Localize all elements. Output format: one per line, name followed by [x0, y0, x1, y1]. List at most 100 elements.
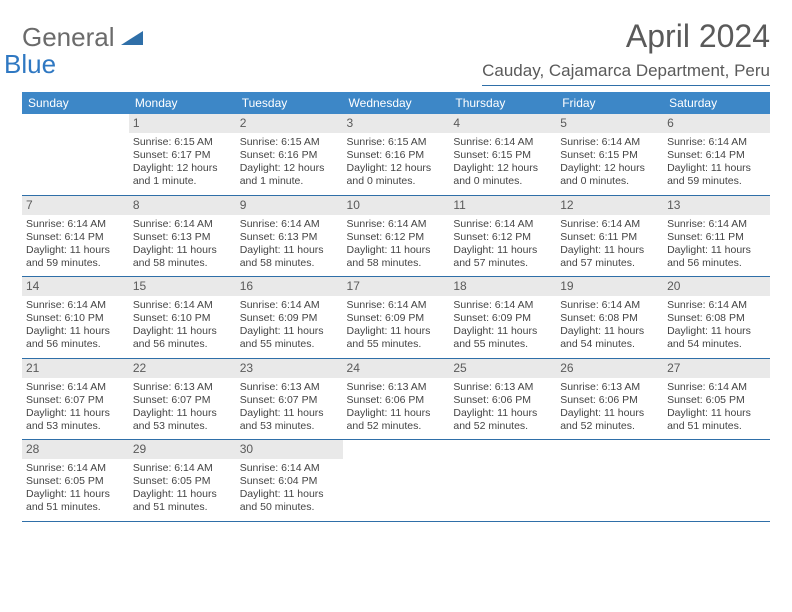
calendar-day-cell: 1Sunrise: 6:15 AMSunset: 6:17 PMDaylight… [129, 114, 236, 195]
logo-text-2: Blue [4, 53, 143, 76]
sunrise-line: Sunrise: 6:13 AM [560, 381, 659, 394]
day-number: 29 [129, 440, 236, 459]
daylight-line: Daylight: 11 hours [133, 244, 232, 257]
calendar-day-cell: 15Sunrise: 6:14 AMSunset: 6:10 PMDayligh… [129, 277, 236, 359]
sunrise-line: Sunrise: 6:13 AM [240, 381, 339, 394]
sunrise-line: Sunrise: 6:14 AM [26, 299, 125, 312]
day-header: Friday [556, 92, 663, 114]
day-number: 12 [556, 196, 663, 215]
calendar-day-cell: 25Sunrise: 6:13 AMSunset: 6:06 PMDayligh… [449, 358, 556, 440]
calendar-day-cell: 12Sunrise: 6:14 AMSunset: 6:11 PMDayligh… [556, 195, 663, 277]
daylight-line: and 57 minutes. [453, 257, 552, 270]
sunrise-line: Sunrise: 6:13 AM [347, 381, 446, 394]
logo-text-1: General [22, 22, 115, 52]
daylight-line: and 0 minutes. [347, 175, 446, 188]
day-details: Sunrise: 6:14 AMSunset: 6:09 PMDaylight:… [343, 296, 450, 358]
sunrise-line: Sunrise: 6:14 AM [667, 136, 766, 149]
daylight-line: Daylight: 11 hours [667, 325, 766, 338]
daylight-line: Daylight: 11 hours [133, 407, 232, 420]
sunrise-line: Sunrise: 6:14 AM [453, 218, 552, 231]
day-number: 7 [22, 196, 129, 215]
day-number: 2 [236, 114, 343, 133]
day-number: 22 [129, 359, 236, 378]
daylight-line: Daylight: 11 hours [453, 325, 552, 338]
calendar-day-cell: 26Sunrise: 6:13 AMSunset: 6:06 PMDayligh… [556, 358, 663, 440]
calendar-week-row: ..1Sunrise: 6:15 AMSunset: 6:17 PMDaylig… [22, 114, 770, 195]
calendar-week-row: 7Sunrise: 6:14 AMSunset: 6:14 PMDaylight… [22, 195, 770, 277]
day-header: Sunday [22, 92, 129, 114]
calendar-day-cell: .. [449, 440, 556, 522]
daylight-line: and 1 minute. [240, 175, 339, 188]
day-details: Sunrise: 6:14 AMSunset: 6:05 PMDaylight:… [663, 378, 770, 440]
daylight-line: Daylight: 12 hours [240, 162, 339, 175]
calendar-day-cell: 13Sunrise: 6:14 AMSunset: 6:11 PMDayligh… [663, 195, 770, 277]
sunrise-line: Sunrise: 6:15 AM [240, 136, 339, 149]
day-details: Sunrise: 6:14 AMSunset: 6:05 PMDaylight:… [22, 459, 129, 521]
sunrise-line: Sunrise: 6:14 AM [347, 299, 446, 312]
day-details: Sunrise: 6:14 AMSunset: 6:13 PMDaylight:… [129, 215, 236, 277]
daylight-line: and 50 minutes. [240, 501, 339, 514]
sunrise-line: Sunrise: 6:14 AM [667, 299, 766, 312]
calendar-day-cell: 30Sunrise: 6:14 AMSunset: 6:04 PMDayligh… [236, 440, 343, 522]
sunset-line: Sunset: 6:12 PM [453, 231, 552, 244]
day-number: 24 [343, 359, 450, 378]
daylight-line: Daylight: 11 hours [560, 244, 659, 257]
sunset-line: Sunset: 6:14 PM [667, 149, 766, 162]
sunrise-line: Sunrise: 6:15 AM [133, 136, 232, 149]
day-details: Sunrise: 6:14 AMSunset: 6:09 PMDaylight:… [449, 296, 556, 358]
sunrise-line: Sunrise: 6:14 AM [560, 299, 659, 312]
sunrise-line: Sunrise: 6:14 AM [667, 218, 766, 231]
calendar-day-cell: .. [22, 114, 129, 195]
sunset-line: Sunset: 6:12 PM [347, 231, 446, 244]
calendar-body: ..1Sunrise: 6:15 AMSunset: 6:17 PMDaylig… [22, 114, 770, 521]
calendar-day-cell: 10Sunrise: 6:14 AMSunset: 6:12 PMDayligh… [343, 195, 450, 277]
day-header-row: SundayMondayTuesdayWednesdayThursdayFrid… [22, 92, 770, 114]
day-number: 5 [556, 114, 663, 133]
day-number: 18 [449, 277, 556, 296]
day-details: Sunrise: 6:14 AMSunset: 6:05 PMDaylight:… [129, 459, 236, 521]
day-details: Sunrise: 6:13 AMSunset: 6:07 PMDaylight:… [129, 378, 236, 440]
calendar-day-cell: 28Sunrise: 6:14 AMSunset: 6:05 PMDayligh… [22, 440, 129, 522]
sunset-line: Sunset: 6:09 PM [240, 312, 339, 325]
daylight-line: and 51 minutes. [26, 501, 125, 514]
calendar-table: SundayMondayTuesdayWednesdayThursdayFrid… [22, 92, 770, 522]
daylight-line: and 0 minutes. [560, 175, 659, 188]
day-details: Sunrise: 6:14 AMSunset: 6:10 PMDaylight:… [22, 296, 129, 358]
day-number: 8 [129, 196, 236, 215]
calendar-day-cell: 2Sunrise: 6:15 AMSunset: 6:16 PMDaylight… [236, 114, 343, 195]
sunset-line: Sunset: 6:10 PM [133, 312, 232, 325]
day-number: 25 [449, 359, 556, 378]
daylight-line: and 51 minutes. [667, 420, 766, 433]
day-number: 27 [663, 359, 770, 378]
sunrise-line: Sunrise: 6:13 AM [453, 381, 552, 394]
logo-triangle-icon [121, 28, 143, 49]
daylight-line: and 53 minutes. [240, 420, 339, 433]
daylight-line: Daylight: 11 hours [453, 244, 552, 257]
day-header: Monday [129, 92, 236, 114]
day-details: Sunrise: 6:14 AMSunset: 6:08 PMDaylight:… [663, 296, 770, 358]
day-number: 19 [556, 277, 663, 296]
daylight-line: Daylight: 11 hours [347, 407, 446, 420]
calendar-day-cell: 11Sunrise: 6:14 AMSunset: 6:12 PMDayligh… [449, 195, 556, 277]
calendar-day-cell: 14Sunrise: 6:14 AMSunset: 6:10 PMDayligh… [22, 277, 129, 359]
day-details: Sunrise: 6:14 AMSunset: 6:13 PMDaylight:… [236, 215, 343, 277]
day-number: 4 [449, 114, 556, 133]
day-details: Sunrise: 6:14 AMSunset: 6:11 PMDaylight:… [663, 215, 770, 277]
sunrise-line: Sunrise: 6:15 AM [347, 136, 446, 149]
sunrise-line: Sunrise: 6:14 AM [560, 136, 659, 149]
daylight-line: and 54 minutes. [667, 338, 766, 351]
daylight-line: Daylight: 11 hours [26, 325, 125, 338]
calendar-day-cell: 24Sunrise: 6:13 AMSunset: 6:06 PMDayligh… [343, 358, 450, 440]
calendar-day-cell: 19Sunrise: 6:14 AMSunset: 6:08 PMDayligh… [556, 277, 663, 359]
day-details: Sunrise: 6:15 AMSunset: 6:16 PMDaylight:… [343, 133, 450, 195]
day-number: 23 [236, 359, 343, 378]
day-number: 26 [556, 359, 663, 378]
sunrise-line: Sunrise: 6:14 AM [133, 462, 232, 475]
sunset-line: Sunset: 6:07 PM [26, 394, 125, 407]
calendar-day-cell: 27Sunrise: 6:14 AMSunset: 6:05 PMDayligh… [663, 358, 770, 440]
sunrise-line: Sunrise: 6:14 AM [240, 462, 339, 475]
sunrise-line: Sunrise: 6:14 AM [560, 218, 659, 231]
calendar-day-cell: 16Sunrise: 6:14 AMSunset: 6:09 PMDayligh… [236, 277, 343, 359]
sunset-line: Sunset: 6:09 PM [347, 312, 446, 325]
daylight-line: Daylight: 11 hours [667, 407, 766, 420]
